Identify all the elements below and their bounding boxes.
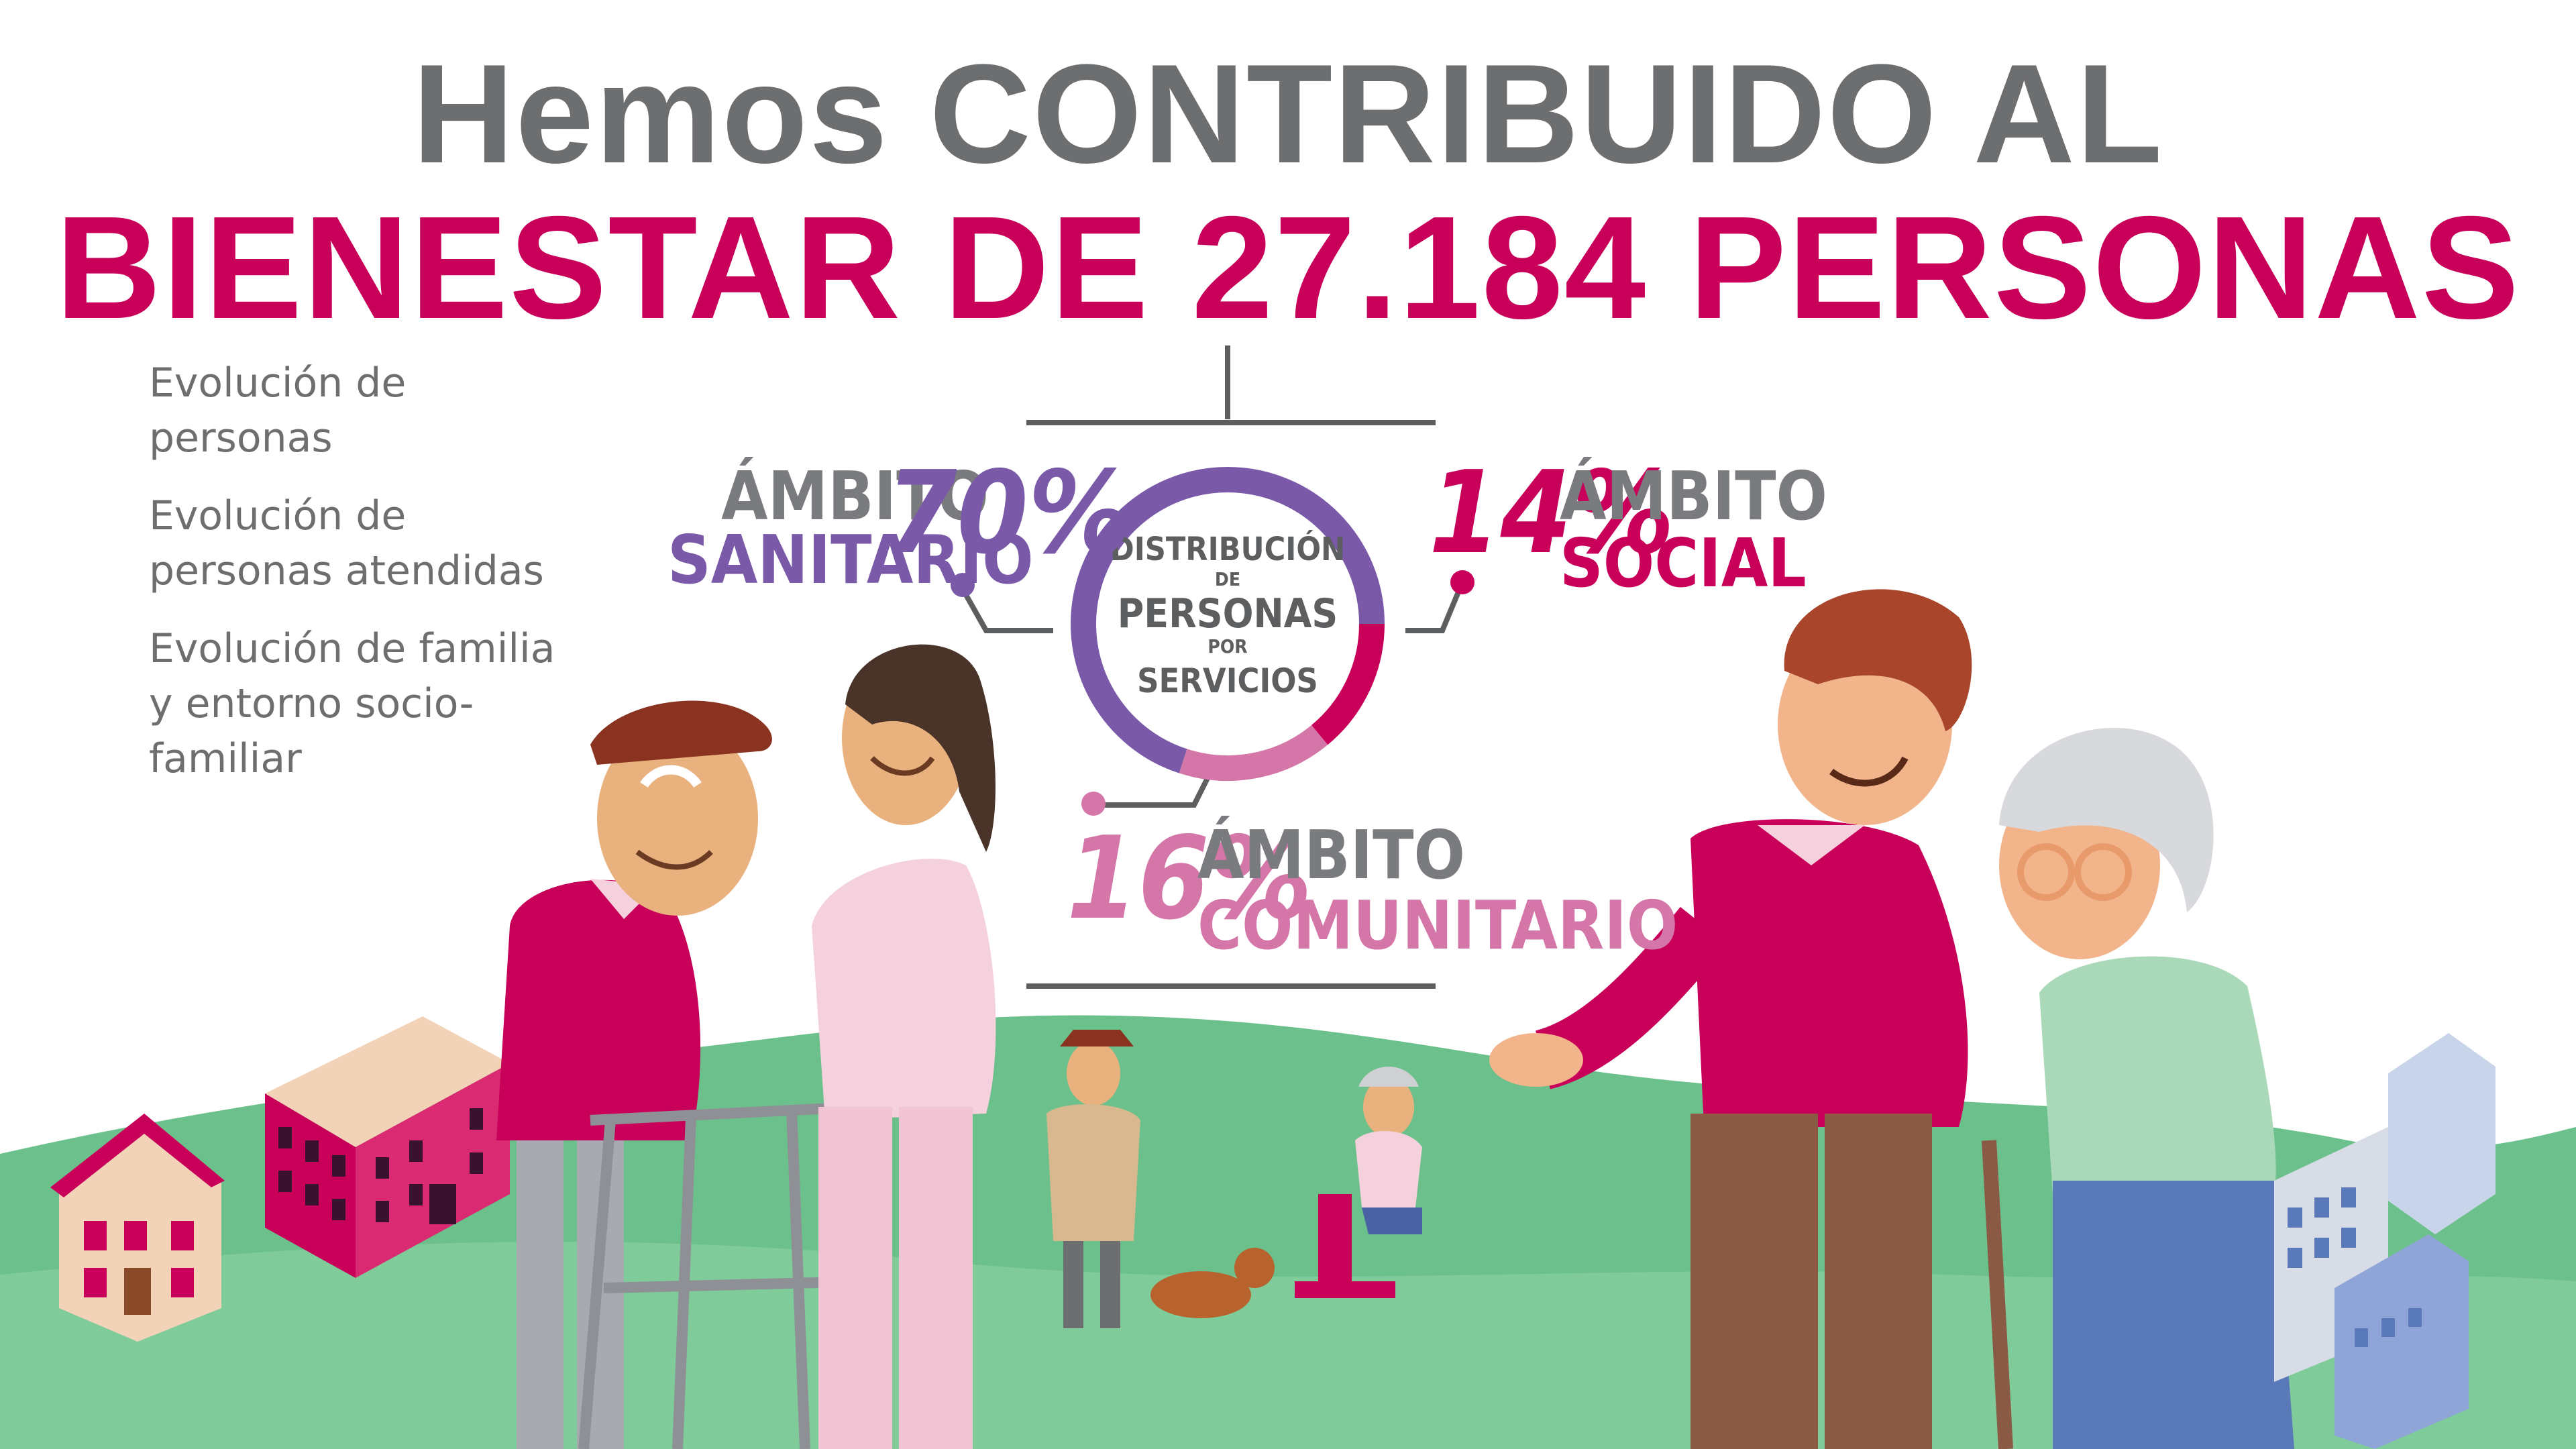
small-house-illustration xyxy=(50,1114,225,1342)
comunitario-marker-dot xyxy=(1081,792,1106,816)
donut-segment-comunitario xyxy=(1179,724,1328,781)
page-title-line-2: BIENESTAR DE 27.184 PERSONAS xyxy=(55,186,2521,350)
comunitario-label-bottom: COMUNITARIO xyxy=(1197,886,1678,965)
menu-item-evolucion-familia-entorno[interactable]: Evolución de familia y entorno socio-fam… xyxy=(149,625,555,782)
elderly-woman-with-cane-illustration xyxy=(1982,727,2294,1449)
sanitario-label-bottom: SANITARIO xyxy=(667,521,1034,599)
social-label-top: ÁMBITO xyxy=(1560,457,1828,535)
menu-item-evolucion-personas-atendidas[interactable]: Evolución de personas atendidas xyxy=(149,492,544,594)
sanitario-percentage: 70% xyxy=(885,447,1132,580)
donut-segment-sanitario xyxy=(1071,467,1385,773)
sanitario-label-top: ÁMBITO xyxy=(721,457,989,535)
donut-title-part-4: POR xyxy=(1208,635,1247,657)
donut-title-part-3: PERSONAS xyxy=(1118,590,1338,637)
donut-segment-social xyxy=(1311,623,1385,745)
social-marker-dot xyxy=(1450,570,1474,594)
residence-building-illustration xyxy=(265,1016,510,1278)
evolution-menu: Evolución de personas Evolución de perso… xyxy=(149,356,565,809)
comunitario-label-top: ÁMBITO xyxy=(1197,816,1466,894)
page-title-line-1: Hemos CONTRIBUIDO AL xyxy=(412,35,2164,193)
social-label-bottom: SOCIAL xyxy=(1560,524,1807,602)
hospital-buildings-illustration xyxy=(2274,1033,2496,1449)
elderly-man-with-walker-illustration xyxy=(496,700,891,1449)
young-caregiver-man-illustration xyxy=(1489,589,1972,1449)
donut-center-title: DISTRIBUCIÓN DE PERSONAS POR SERVICIOS xyxy=(1110,530,1345,700)
sanitario-marker-dot xyxy=(951,573,975,597)
woman-exercise-bike-illustration xyxy=(1295,1067,1422,1298)
donut-title-part-5: SERVICIOS xyxy=(1137,661,1318,700)
menu-item-evolucion-personas[interactable]: Evolución de personas xyxy=(149,360,407,462)
donut-title-part-2: DE xyxy=(1215,568,1240,590)
caregiver-nurse-illustration xyxy=(812,644,996,1449)
donut-title-part-1: DISTRIBUCIÓN xyxy=(1110,530,1345,568)
comunitario-percentage: 16% xyxy=(1067,812,1313,945)
distribution-donut-chart xyxy=(1071,467,1385,781)
chart-connector-lines xyxy=(960,345,1465,989)
social-percentage: 14% xyxy=(1429,447,1675,580)
man-walking-dog-illustration xyxy=(1046,1030,1275,1328)
